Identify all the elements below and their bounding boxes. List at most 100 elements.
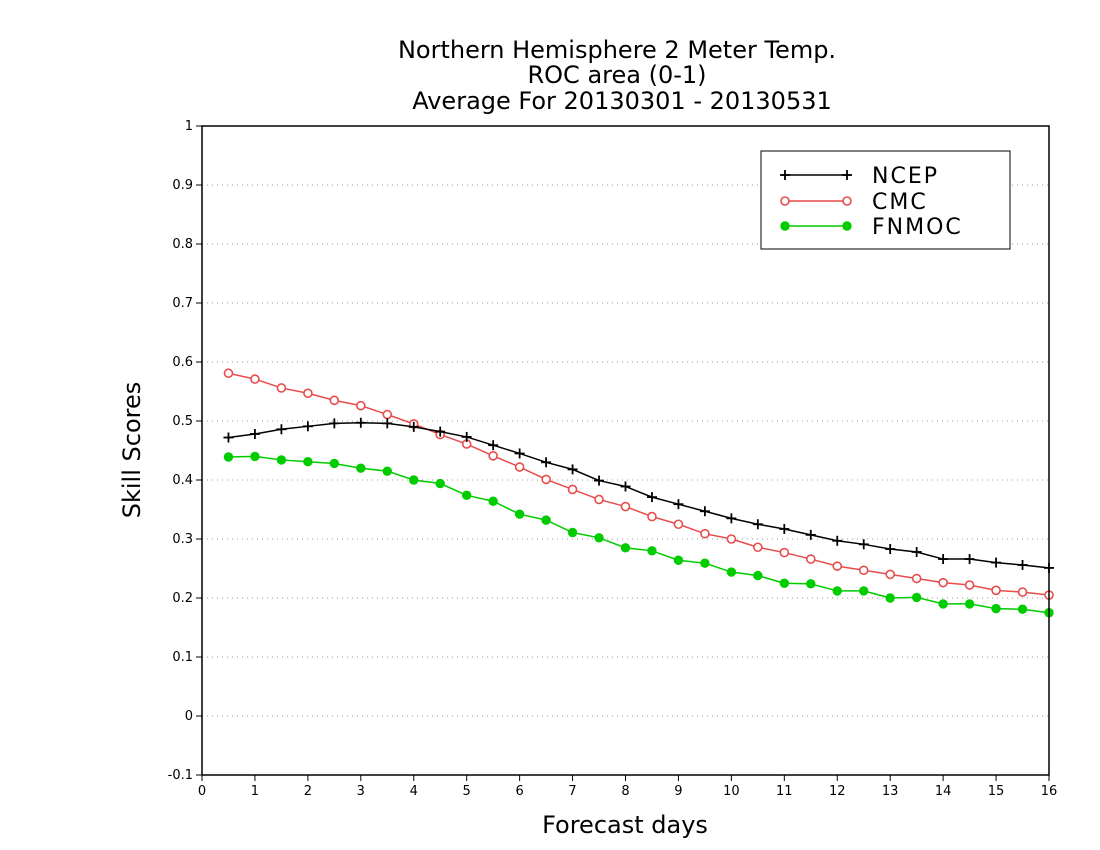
data-point-fnmoc [700,558,710,568]
data-point-cmc [250,374,260,384]
data-point-fnmoc [461,490,472,501]
data-point-cmc [594,494,604,505]
x-tick-label: 6 [515,784,523,799]
data-point-fnmoc [832,586,842,596]
data-point-fnmoc [806,579,816,589]
data-point-fnmoc [859,586,869,596]
x-tick-label: 1 [251,784,259,799]
data-point-fnmoc [567,527,578,538]
data-point-ncep [938,554,949,565]
x-tick-label: 16 [1041,784,1058,799]
legend-item-fnmoc: FNMOC [780,215,961,240]
data-point-cmc [779,547,790,558]
data-point-fnmoc [673,555,684,565]
data-point-fnmoc [488,496,498,506]
data-point-ncep [276,424,287,435]
data-point-ncep [355,417,366,428]
data-point-fnmoc [382,466,392,476]
data-point-ncep [832,535,843,546]
data-point-ncep [726,513,737,524]
data-point-fnmoc [223,452,234,462]
data-point-cmc [514,462,525,472]
data-point-ncep [329,418,340,429]
series-cmc [223,368,1054,600]
y-tick-label: 0.9 [172,178,193,193]
data-point-ncep [435,426,446,437]
legend-marker-start-fnmoc [780,221,790,231]
data-point-cmc [885,569,895,580]
x-tick-label: 4 [410,784,418,799]
data-point-cmc [832,561,843,571]
data-point-ncep [699,506,710,517]
data-point-ncep [620,481,631,492]
data-point-fnmoc [435,478,445,489]
x-tick-label: 10 [723,784,740,799]
data-point-cmc [1017,587,1028,597]
data-point-ncep [858,539,869,550]
data-point-fnmoc [620,543,631,553]
data-point-ncep [752,519,763,530]
data-point-ncep [541,457,552,468]
data-point-cmc [356,400,366,411]
x-tick-label: 15 [988,784,1005,799]
y-tick-label: 0.6 [172,355,193,370]
data-point-ncep [567,464,578,475]
series-layer [223,368,1054,618]
data-point-fnmoc [514,509,525,519]
data-point-ncep [673,499,684,510]
x-tick-label: 7 [568,784,576,799]
x-tick-label: 14 [935,784,952,799]
series-line-fnmoc [228,455,1050,614]
data-point-cmc [382,409,393,420]
y-tick-label: 0 [185,709,193,724]
data-point-cmc [805,554,816,564]
data-point-cmc [726,534,737,544]
y-tick-label: 0.1 [172,650,193,665]
data-point-fnmoc [250,451,260,462]
data-point-cmc [911,573,922,584]
data-point-fnmoc [276,455,287,465]
data-point-cmc [620,501,631,512]
data-point-ncep [461,431,472,442]
data-point-cmc [938,577,948,588]
legend-marker-end-ncep [842,170,852,180]
data-point-fnmoc [726,567,737,577]
x-tick-label: 9 [674,784,682,799]
data-point-cmc [753,542,763,553]
data-point-cmc [858,565,869,576]
y-tick-label: -0.1 [168,768,193,783]
legend-marker-end-fnmoc [842,221,852,231]
x-tick-label: 13 [882,784,899,799]
legend-item-cmc: CMC [780,190,926,215]
data-point-ncep [382,418,393,429]
data-point-ncep [885,544,896,555]
data-point-ncep [249,428,260,439]
data-point-cmc [223,368,234,379]
y-tick-label: 0.4 [172,473,193,488]
data-point-ncep [223,432,234,443]
y-tick-label: 0.3 [172,532,193,547]
y-tick-label: 1 [185,119,193,134]
data-point-fnmoc [409,475,419,485]
data-point-fnmoc [1017,604,1028,614]
data-point-ncep [1017,559,1028,570]
x-tick-label: 8 [621,784,629,799]
x-tick-label: 11 [776,784,793,799]
data-point-cmc [488,451,498,461]
data-point-cmc [303,388,313,399]
data-point-fnmoc [938,599,948,609]
data-point-fnmoc [885,593,895,603]
data-point-ncep [646,492,657,503]
data-point-ncep [488,440,499,451]
data-point-fnmoc [911,592,922,603]
series-fnmoc [223,451,1054,618]
title-line-3: Average For 20130301 - 20130531 [412,87,832,115]
data-point-ncep [911,546,922,557]
data-point-cmc [700,528,710,539]
axis-ticks: -0.100.10.20.30.40.50.60.70.80.910 1 2 3 4 5 6… [168,119,1058,799]
x-tick-label: 5 [463,784,471,799]
data-point-ncep [302,421,313,432]
data-point-cmc [329,395,340,406]
